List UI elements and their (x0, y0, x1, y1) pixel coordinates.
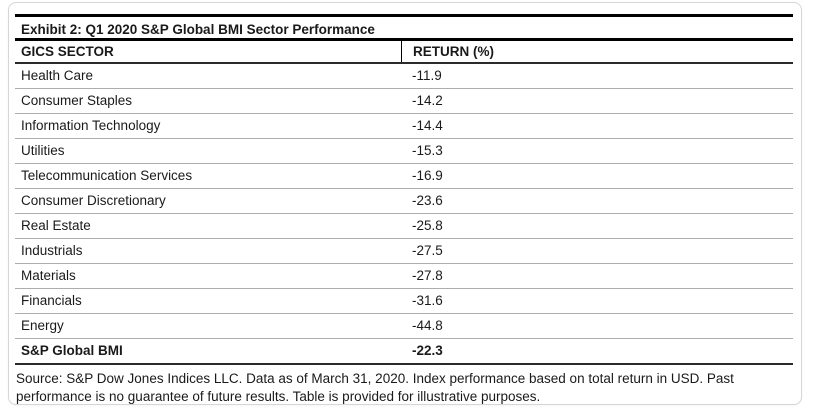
table-row-telecommunication-services: Telecommunication Services -16.9 (15, 164, 793, 189)
table-row-consumer-discretionary: Consumer Discretionary -23.6 (15, 189, 793, 214)
sector-cell: Consumer Discretionary (21, 193, 166, 208)
return-cell: -44.8 (412, 318, 443, 333)
exhibit-card: Exhibit 2: Q1 2020 S&P Global BMI Sector… (8, 2, 802, 405)
table-row-financials: Financials -31.6 (15, 289, 793, 314)
column-header-return: RETURN (%) (401, 41, 793, 62)
sector-cell: Industrials (21, 243, 83, 258)
sector-cell: Information Technology (21, 118, 161, 133)
return-cell: -27.5 (412, 243, 443, 258)
total-sector-cell: S&P Global BMI (21, 343, 123, 358)
title-divider (15, 38, 793, 41)
table-row-industrials: Industrials -27.5 (15, 239, 793, 264)
table-row-utilities: Utilities -15.3 (15, 139, 793, 164)
return-cell: -27.8 (412, 268, 443, 283)
column-header-gics-sector: GICS SECTOR (21, 44, 114, 59)
exhibit-title: Exhibit 2: Q1 2020 S&P Global BMI Sector… (15, 14, 793, 38)
table-row-energy: Energy -44.8 (15, 314, 793, 339)
return-cell: -11.9 (412, 68, 442, 83)
return-cell: -25.8 (412, 218, 443, 233)
source-note: Source: S&P Dow Jones Indices LLC. Data … (16, 371, 734, 404)
sector-cell: Financials (21, 293, 82, 308)
sector-cell: Materials (21, 268, 76, 283)
return-cell: -14.4 (412, 118, 443, 133)
return-cell: -14.2 (412, 93, 443, 108)
table-row-health-care: Health Care -11.9 (15, 64, 793, 89)
table-row-information-technology: Information Technology -14.4 (15, 114, 793, 139)
return-cell: -31.6 (412, 293, 443, 308)
table-row-total-sp-global-bmi: S&P Global BMI -22.3 (15, 339, 793, 363)
table-header-row: GICS SECTOR RETURN (%) (15, 41, 793, 64)
sector-cell: Health Care (21, 68, 94, 83)
sector-cell: Energy (21, 318, 64, 333)
total-return-cell: -22.3 (412, 343, 443, 358)
table-row-consumer-staples: Consumer Staples -14.2 (15, 89, 793, 114)
return-cell: -23.6 (412, 193, 443, 208)
exhibit-table: Exhibit 2: Q1 2020 S&P Global BMI Sector… (15, 14, 793, 406)
sector-cell: Telecommunication Services (21, 168, 193, 183)
return-cell: -16.9 (412, 168, 443, 183)
table-row-materials: Materials -27.8 (15, 264, 793, 289)
return-cell: -15.3 (412, 143, 443, 158)
sector-cell: Utilities (21, 143, 65, 158)
table-row-real-estate: Real Estate -25.8 (15, 214, 793, 239)
sector-cell: Consumer Staples (21, 93, 133, 108)
sector-cell: Real Estate (21, 218, 91, 233)
table-bottom-divider (15, 363, 793, 365)
